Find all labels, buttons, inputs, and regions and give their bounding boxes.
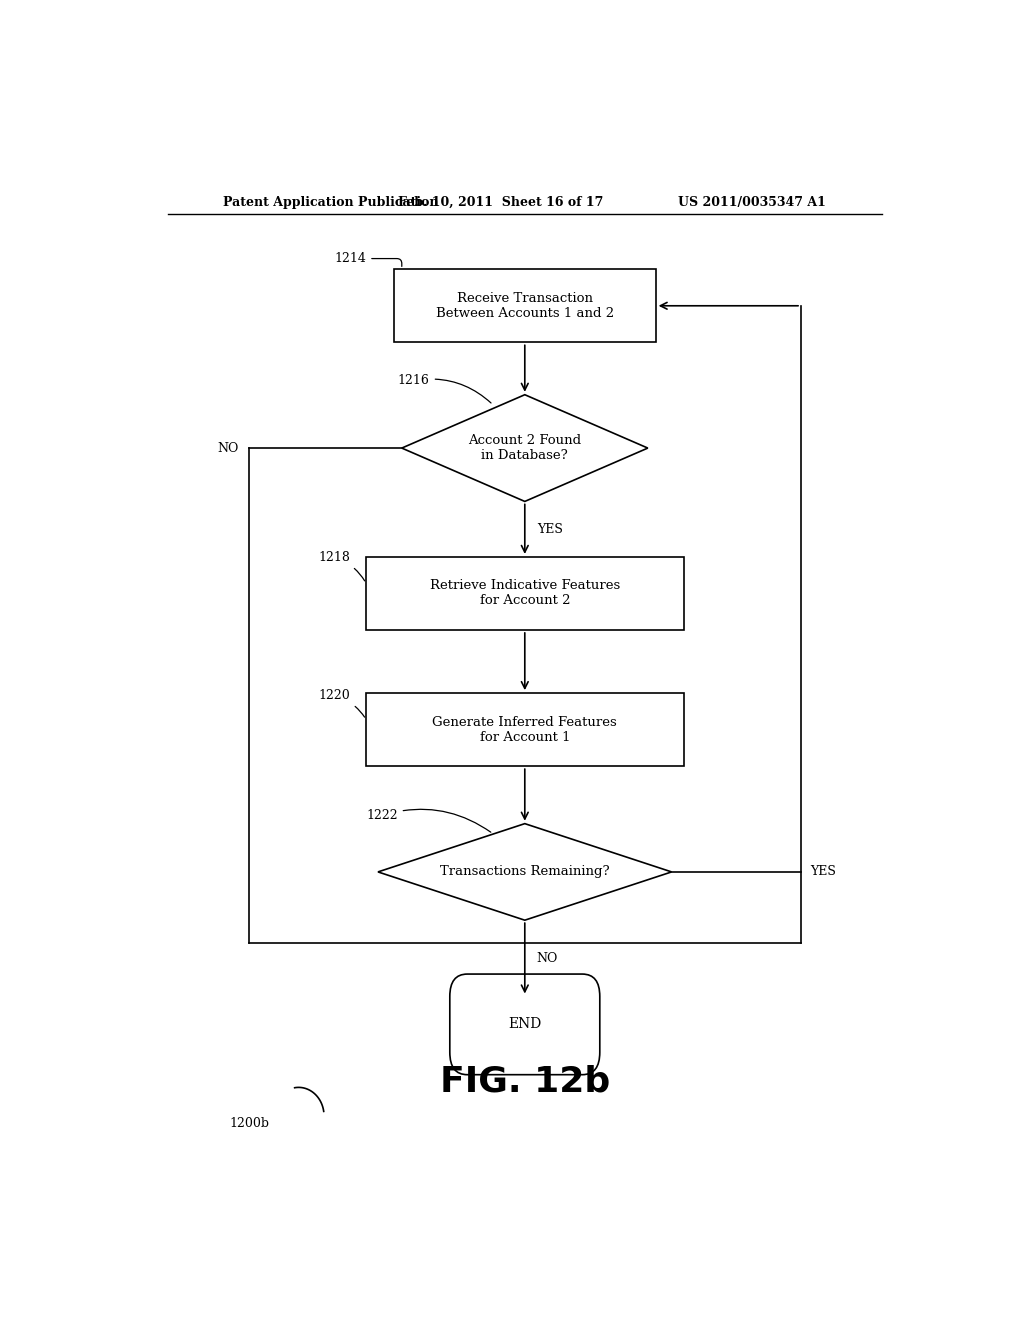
Polygon shape (401, 395, 648, 502)
FancyBboxPatch shape (367, 557, 684, 630)
Text: Feb. 10, 2011  Sheet 16 of 17: Feb. 10, 2011 Sheet 16 of 17 (398, 195, 604, 209)
Text: 1220: 1220 (318, 689, 365, 717)
Text: FIG. 12b: FIG. 12b (439, 1064, 610, 1098)
Text: Patent Application Publication: Patent Application Publication (223, 195, 438, 209)
Polygon shape (378, 824, 672, 920)
Text: YES: YES (537, 523, 562, 536)
FancyBboxPatch shape (450, 974, 600, 1074)
Text: 1200b: 1200b (229, 1118, 269, 1130)
Text: YES: YES (811, 866, 837, 878)
Text: NO: NO (537, 952, 558, 965)
Text: 1214: 1214 (334, 252, 401, 267)
Text: 1222: 1222 (367, 809, 490, 832)
FancyBboxPatch shape (367, 693, 684, 766)
FancyBboxPatch shape (394, 269, 655, 342)
Text: 1218: 1218 (318, 550, 365, 581)
Text: Account 2 Found
in Database?: Account 2 Found in Database? (468, 434, 582, 462)
Text: 1216: 1216 (397, 374, 492, 403)
Text: Receive Transaction
Between Accounts 1 and 2: Receive Transaction Between Accounts 1 a… (436, 292, 613, 319)
Text: END: END (508, 1018, 542, 1031)
Text: Generate Inferred Features
for Account 1: Generate Inferred Features for Account 1 (432, 715, 617, 743)
Text: NO: NO (218, 442, 239, 454)
Text: Retrieve Indicative Features
for Account 2: Retrieve Indicative Features for Account… (430, 579, 620, 607)
Text: Transactions Remaining?: Transactions Remaining? (440, 866, 609, 878)
Text: US 2011/0035347 A1: US 2011/0035347 A1 (679, 195, 826, 209)
